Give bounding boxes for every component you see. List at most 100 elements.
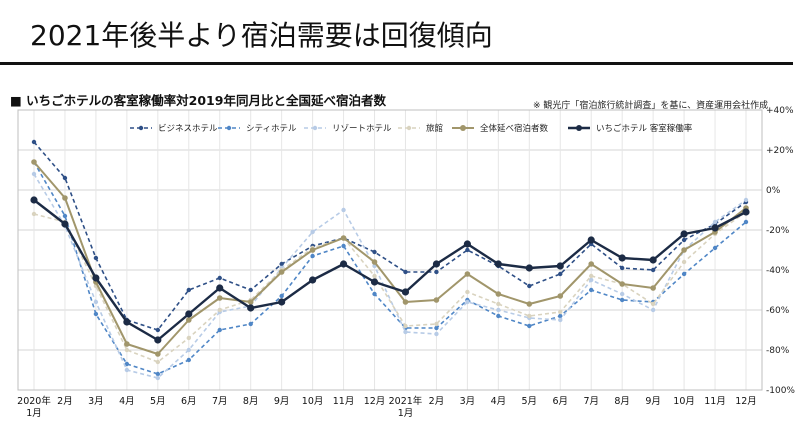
data-point <box>401 288 410 296</box>
data-point <box>248 287 253 293</box>
data-point <box>619 291 625 297</box>
data-point <box>372 291 377 297</box>
data-point <box>61 220 69 228</box>
data-point <box>494 260 502 268</box>
series-5 <box>31 159 749 357</box>
legend-label: いちごホテル 客室稼働率 <box>596 123 693 134</box>
data-point <box>403 269 408 275</box>
legend-marker <box>576 125 582 131</box>
x-tick-label: 9月 <box>645 396 661 407</box>
data-point <box>650 285 656 291</box>
data-point <box>62 195 68 201</box>
data-point <box>217 327 222 333</box>
data-point <box>62 175 68 181</box>
x-tick-label: 10月 <box>302 396 324 407</box>
data-point <box>93 255 99 261</box>
data-point <box>186 357 191 363</box>
grid-lines <box>18 109 762 391</box>
data-point <box>31 171 37 177</box>
y-tick-label: -60% <box>766 306 790 316</box>
x-tick-label: 11月 <box>333 396 355 407</box>
legend-label: シティホテル <box>246 124 297 134</box>
data-point <box>403 323 408 329</box>
legend-item: ビジネスホテル <box>130 124 218 134</box>
data-point <box>527 313 532 319</box>
data-point <box>216 295 223 301</box>
data-point <box>186 287 191 293</box>
title-divider <box>0 62 793 65</box>
y-tick-label: -100% <box>766 386 795 396</box>
data-point <box>619 281 625 287</box>
x-tick-label: 8月 <box>243 396 259 407</box>
data-point <box>310 229 315 235</box>
data-point <box>619 297 625 303</box>
data-point <box>279 261 284 267</box>
x-tick-label: 6月 <box>552 396 568 407</box>
y-tick-label: -80% <box>766 346 790 356</box>
y-tick-label: 0% <box>766 186 781 196</box>
data-point <box>340 235 347 241</box>
data-point <box>339 260 348 268</box>
legend-marker <box>406 125 412 131</box>
x-tick-label: 9月 <box>274 396 290 407</box>
plot-frame <box>17 109 763 391</box>
data-point <box>31 211 37 217</box>
x-tick-label: 8月 <box>614 396 630 407</box>
legend-item: 全体延べ宿泊者数 <box>452 123 549 134</box>
data-point <box>278 269 285 275</box>
data-point <box>558 271 563 277</box>
data-point <box>496 307 501 313</box>
x-tick-label: 4月 <box>119 396 135 407</box>
data-point <box>711 224 719 232</box>
data-point <box>681 259 687 265</box>
data-point <box>526 301 533 307</box>
data-point <box>432 260 441 268</box>
data-point <box>433 297 440 303</box>
legend-item: いちごホテル 客室稼働率 <box>568 123 693 134</box>
data-point <box>247 299 254 305</box>
data-point <box>650 301 656 307</box>
data-point <box>248 321 253 327</box>
series-line <box>33 211 747 363</box>
series-6 <box>30 196 750 344</box>
data-point <box>123 318 131 326</box>
legend-marker <box>138 125 144 131</box>
data-point <box>743 197 749 203</box>
data-point <box>124 361 130 367</box>
data-point <box>31 159 37 165</box>
data-point <box>434 269 439 275</box>
source-note: ※ 観光庁「宿泊旅行統計調査」を基に、資産運用会社作成 <box>533 101 769 111</box>
data-point <box>185 317 192 323</box>
data-point <box>681 237 687 243</box>
y-tick-label: -40% <box>766 266 790 276</box>
x-tick-label: 5月 <box>522 396 538 407</box>
x-tick-label: 6月 <box>181 396 197 407</box>
data-point <box>558 317 563 323</box>
data-point <box>742 208 750 216</box>
legend-item: シティホテル <box>218 124 297 134</box>
data-point <box>341 207 346 213</box>
data-point <box>496 301 501 307</box>
chart-subtitle: ■ いちごホテルの客室稼働率対2019年同月比と全国延べ宿泊者数 <box>10 93 386 108</box>
x-tick-label: 3月 <box>460 396 476 407</box>
data-point <box>216 284 224 292</box>
data-point <box>465 299 470 305</box>
data-point <box>247 304 255 312</box>
data-point <box>465 247 470 253</box>
data-point <box>31 139 37 145</box>
legend-item: リゾートホテル <box>304 124 392 134</box>
legend-item: 旅館 <box>398 123 443 134</box>
data-point <box>496 313 501 319</box>
series-line <box>33 173 747 379</box>
y-tick-label: -20% <box>766 226 790 236</box>
data-point <box>681 271 687 277</box>
data-point <box>495 291 502 297</box>
data-point <box>589 287 594 293</box>
data-point <box>588 261 595 267</box>
data-point <box>372 273 377 279</box>
x-tick-label: 11月 <box>704 396 726 407</box>
data-point <box>341 243 346 249</box>
y-tick-label: +20% <box>766 146 794 156</box>
data-point <box>712 245 718 251</box>
